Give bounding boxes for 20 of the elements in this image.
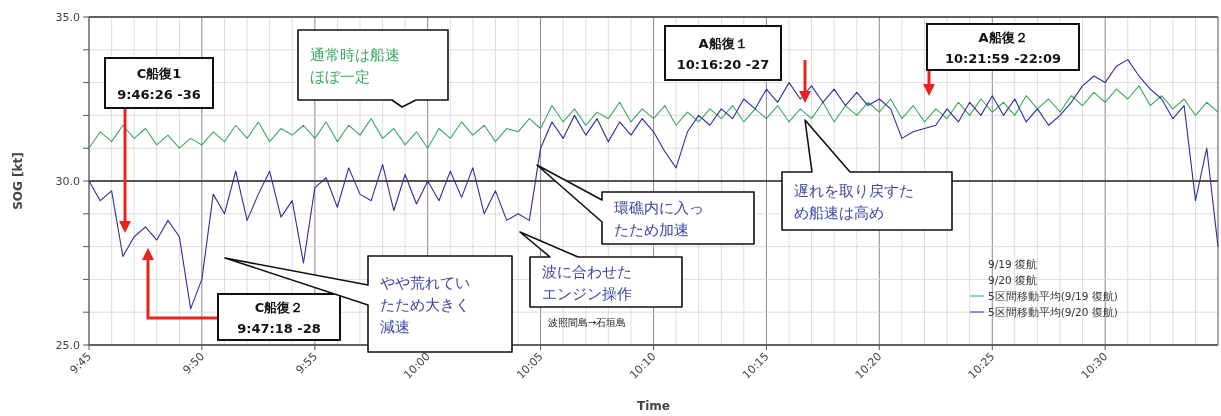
annotation: C船復1 9:46:26 -36 [117,66,201,102]
line-series [88,85,1219,149]
annotation: 波に合わせたエンジン操作 [542,263,632,303]
annotation: A船復２ 10:21:59 -22:09 [945,30,1061,66]
annotation: C船復２ 9:47:18 -28 [237,300,321,336]
x-axis-title: Time [637,399,670,413]
annotation: やや荒れていたため大きく減速 [380,274,470,336]
y-axis-title: SOG [kt] [11,152,25,210]
annotation: 9/19 復航 [988,258,1037,270]
annotation: 波照間島→石垣島 [548,317,627,328]
annotation: A船復１ 10:16:20 -27 [676,36,770,72]
annotation: 遅れを取り戻すため船速は高め [794,182,914,222]
y-tick-label: 30.0 [55,175,80,188]
annotation: 環礁内に入ったため加速 [614,199,704,239]
y-tick-label: 35.0 [55,11,80,24]
legend-label: 5区間移動平均(9/19 復航) [988,290,1118,302]
annotation: 9/20 復航 [988,274,1037,286]
legend-label: 5区間移動平均(9/20 復航) [988,306,1118,318]
y-tick-label: 25.0 [55,339,80,352]
annotation: 通常時は船速ほぼ一定 [310,46,400,86]
